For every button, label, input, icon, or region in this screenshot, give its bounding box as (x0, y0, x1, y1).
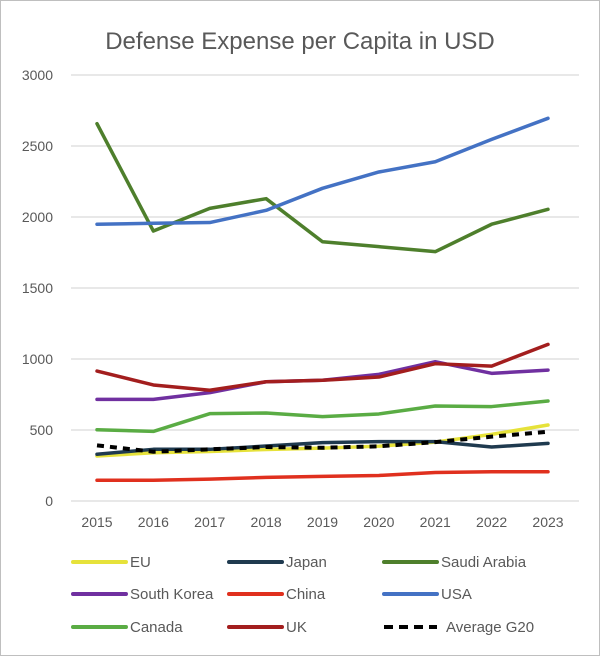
legend-label: Canada (130, 619, 183, 636)
y-tick-label: 0 (45, 493, 53, 509)
y-tick-label: 500 (30, 422, 54, 438)
y-tick-label: 3000 (22, 67, 53, 83)
legend-label: UK (286, 619, 307, 636)
legend-label: EU (130, 554, 151, 571)
legend-label: South Korea (130, 586, 214, 603)
series-line-china (95, 469, 550, 483)
x-tick-label: 2017 (194, 514, 225, 530)
legend-label: Japan (286, 554, 327, 571)
x-tick-label: 2023 (532, 514, 563, 530)
chart-title: Defense Expense per Capita in USD (105, 28, 495, 55)
series-line-canada (95, 399, 550, 434)
x-tick-label: 2021 (420, 514, 451, 530)
x-tick-label: 2019 (307, 514, 338, 530)
legend-label: Average G20 (446, 619, 534, 636)
x-tick-label: 2015 (81, 514, 112, 530)
series-line-japan (95, 439, 550, 457)
series-line-usa (95, 116, 550, 226)
y-tick-label: 2000 (22, 209, 53, 225)
y-tick-label: 2500 (22, 138, 53, 154)
legend-label: Saudi Arabia (441, 554, 527, 571)
x-tick-label: 2020 (363, 514, 394, 530)
y-tick-label: 1000 (22, 351, 53, 367)
series-line-uk (95, 342, 550, 392)
x-tick-label: 2018 (251, 514, 282, 530)
series-line-average-g20 (96, 429, 549, 454)
y-tick-label: 1500 (22, 280, 53, 296)
x-tick-label: 2016 (138, 514, 169, 530)
legend-label: China (286, 586, 326, 603)
legend-label: USA (441, 586, 472, 603)
x-tick-label: 2022 (476, 514, 507, 530)
